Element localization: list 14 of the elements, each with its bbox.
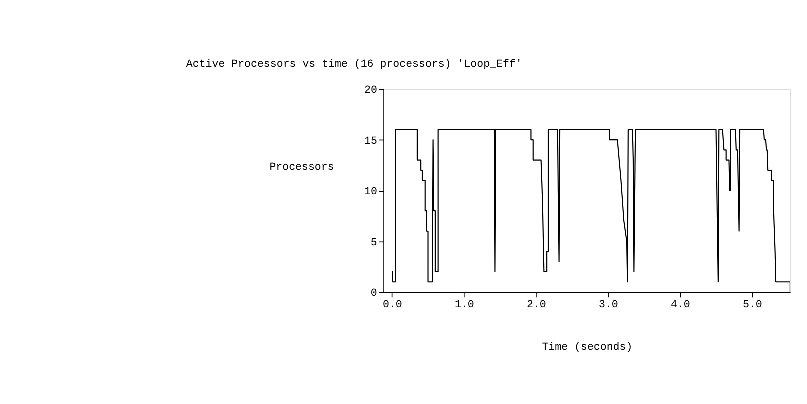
x-tick-label: 3.0: [598, 300, 618, 312]
x-tick-label: 2.0: [526, 300, 546, 312]
y-tick-label: 15: [364, 136, 378, 148]
x-tick-label: 0.0: [382, 300, 402, 312]
chart-title: Active Processors vs time (16 processors) 'Loop_Eff': [186, 58, 522, 71]
x-tick-label: 5.0: [742, 300, 762, 312]
y-axis-title: Processors: [270, 162, 334, 174]
x-axis-title: Time (seconds): [542, 342, 633, 354]
x-tick-label: 1.0: [454, 300, 474, 312]
y-tick-label: 5: [370, 237, 378, 250]
y-tick-label: 0: [370, 288, 378, 300]
y-tick-label: 20: [364, 85, 378, 98]
x-tick-label: 4.0: [670, 300, 690, 312]
y-tick-label: 10: [364, 186, 378, 199]
